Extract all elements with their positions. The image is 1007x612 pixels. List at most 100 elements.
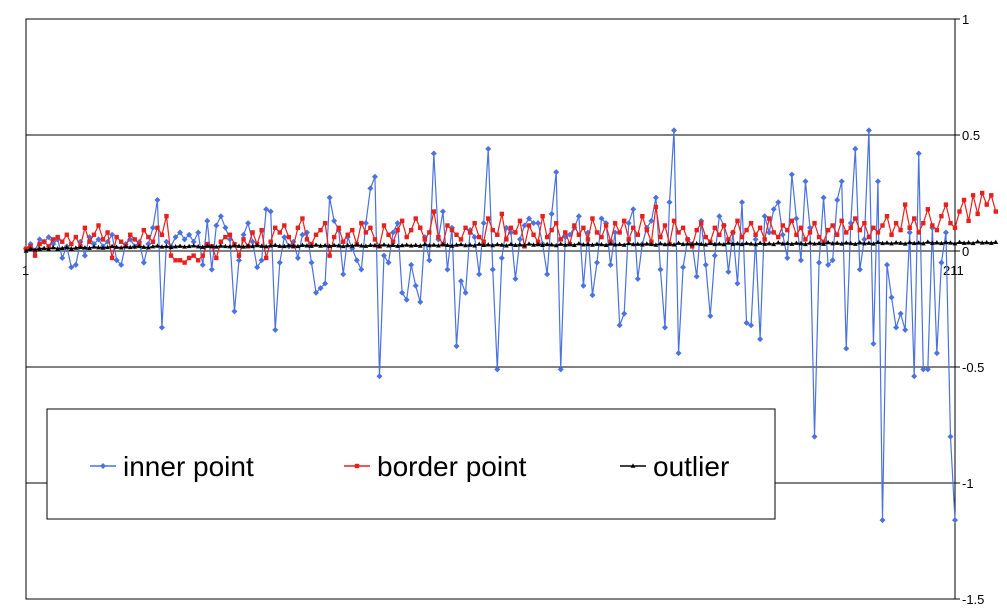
data-point	[544, 271, 551, 278]
data-point	[154, 196, 161, 203]
data-point	[852, 241, 858, 246]
series-border-point	[23, 190, 998, 265]
data-point	[811, 433, 818, 440]
data-point	[802, 178, 809, 185]
data-point	[676, 240, 681, 245]
data-point	[64, 232, 69, 237]
data-point	[562, 242, 568, 247]
data-point	[916, 230, 921, 235]
data-point	[975, 211, 980, 217]
data-point	[581, 225, 586, 230]
data-point	[920, 366, 927, 373]
data-point	[861, 236, 868, 243]
data-point	[970, 240, 976, 246]
data-point	[889, 240, 894, 246]
data-point	[430, 150, 437, 157]
data-point	[526, 241, 532, 246]
data-point	[209, 243, 215, 249]
data-point	[925, 239, 931, 244]
data-point	[517, 218, 523, 224]
legend-marker	[100, 463, 106, 469]
data-point	[96, 223, 101, 228]
data-point	[902, 202, 908, 207]
data-point	[472, 220, 477, 226]
data-point	[218, 243, 224, 248]
data-point	[300, 216, 305, 221]
data-point	[753, 232, 758, 237]
data-point	[439, 208, 446, 215]
data-point	[295, 243, 301, 249]
data-point	[522, 242, 527, 248]
data-point	[970, 193, 976, 198]
data-point	[100, 245, 106, 250]
data-point	[503, 243, 509, 248]
data-point	[902, 241, 908, 246]
data-point	[988, 240, 994, 245]
data-point	[744, 227, 749, 233]
data-point	[82, 245, 88, 250]
data-point	[272, 242, 278, 247]
data-point	[418, 225, 423, 230]
data-point	[961, 240, 967, 245]
data-point	[45, 234, 52, 241]
data-point	[326, 194, 333, 201]
data-point	[336, 225, 341, 230]
data-point	[218, 239, 224, 244]
data-point	[544, 234, 550, 240]
data-point	[372, 237, 378, 242]
data-point	[281, 234, 288, 241]
data-point	[268, 239, 273, 244]
data-point	[395, 227, 400, 233]
data-point	[499, 211, 505, 217]
data-point	[458, 241, 464, 247]
data-point	[413, 242, 419, 247]
data-point	[118, 261, 125, 268]
data-point	[140, 259, 147, 266]
data-point	[916, 240, 922, 245]
data-point	[350, 227, 355, 233]
data-point	[939, 240, 944, 246]
data-point	[589, 292, 596, 299]
data-point	[648, 241, 654, 247]
legend-box	[46, 408, 776, 520]
data-point	[866, 234, 872, 240]
data-point	[345, 232, 350, 237]
data-point	[644, 241, 650, 246]
data-point	[41, 239, 47, 244]
data-point	[780, 223, 785, 228]
data-point	[308, 259, 315, 266]
data-point	[95, 236, 102, 243]
data-point	[689, 241, 695, 247]
data-point	[685, 237, 690, 242]
data-point	[844, 230, 849, 235]
data-point	[966, 218, 971, 224]
data-point	[28, 246, 33, 251]
data-point	[689, 244, 695, 249]
data-point	[68, 264, 75, 271]
data-point	[516, 236, 523, 243]
data-point	[68, 246, 74, 251]
data-point	[798, 225, 804, 230]
data-point	[630, 241, 636, 247]
data-point	[422, 241, 428, 247]
data-point	[526, 215, 533, 222]
data-point	[186, 255, 192, 261]
data-point	[721, 241, 727, 247]
x-tick-label: 211	[943, 263, 964, 278]
data-point	[114, 234, 119, 240]
data-point	[113, 257, 120, 264]
data-point	[114, 244, 120, 249]
data-point	[861, 240, 867, 246]
data-point	[158, 324, 165, 331]
data-point	[480, 220, 487, 227]
data-point	[793, 240, 799, 245]
data-point	[766, 229, 773, 236]
data-point	[535, 239, 541, 244]
data-point	[458, 237, 464, 242]
data-point	[530, 220, 537, 227]
data-point	[105, 244, 110, 250]
data-point	[726, 240, 731, 245]
data-point	[625, 220, 632, 227]
data-point	[440, 242, 446, 247]
